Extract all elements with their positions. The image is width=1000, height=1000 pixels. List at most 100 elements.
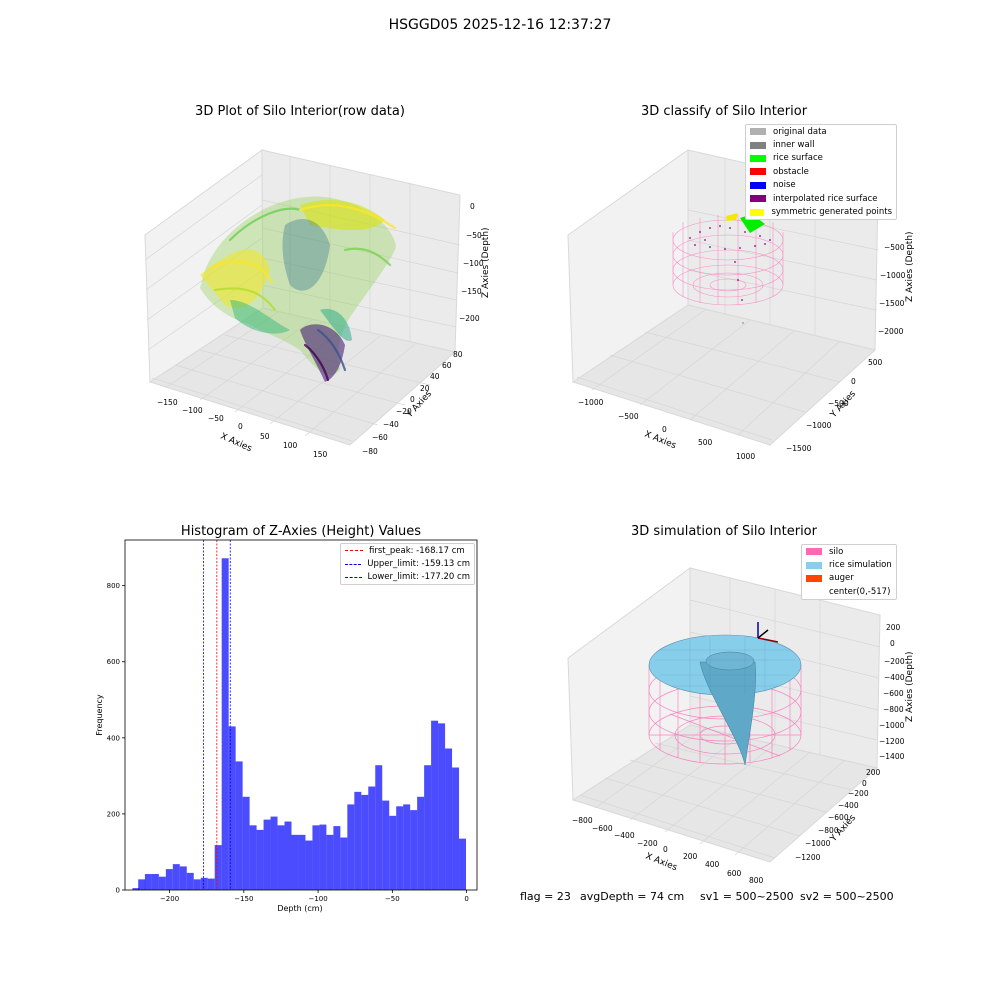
legend-label: original data — [773, 126, 827, 137]
histogram-frame — [124, 539, 478, 891]
histogram-bar — [396, 806, 404, 890]
legend-swatch — [750, 208, 765, 216]
histogram-xtick-label: −200 — [160, 895, 179, 903]
legend-label: symmetric generated points — [771, 207, 892, 218]
legend-entry: center(0,-517) — [802, 585, 896, 598]
legend-label: Lower_limit: -177.20 cm — [367, 572, 470, 583]
legend-entry: interpolated rice surface — [746, 192, 896, 205]
legend-line — [345, 563, 362, 565]
histogram-bar — [284, 821, 292, 890]
legend-entry: symmetric generated points — [746, 205, 896, 218]
legend-label: noise — [773, 180, 796, 191]
histogram-ylabel: Frequency — [95, 694, 104, 736]
histogram-bar — [375, 765, 383, 890]
histogram-bar — [179, 866, 187, 890]
histogram-title: Histogram of Z-Axies (Height) Values — [180, 524, 422, 539]
legend-swatch — [750, 181, 766, 189]
legend-entry: original data — [746, 125, 896, 138]
legend-label: center(0,-517) — [829, 586, 891, 597]
histogram-bar — [410, 810, 418, 890]
legend-entry: first_peak: -168.17 cm — [341, 544, 474, 557]
histogram-bar — [326, 834, 334, 890]
legend-swatch — [806, 548, 822, 556]
histogram-bar — [263, 819, 271, 890]
histogram-xtick-label: 0 — [464, 895, 468, 903]
histogram-bar — [340, 837, 348, 890]
legend-swatch — [750, 168, 766, 176]
histogram-ytick-label: 600 — [107, 658, 120, 666]
histogram-bar — [207, 878, 215, 890]
legend-swatch — [806, 574, 822, 582]
legend-line — [345, 550, 363, 552]
legend-swatch — [806, 561, 822, 569]
histogram-bar — [361, 794, 369, 890]
legend-label: rice surface — [773, 153, 823, 164]
histogram-bar — [368, 786, 376, 890]
histogram-bar — [312, 825, 320, 890]
legend-label: inner wall — [773, 140, 815, 151]
histogram-bar — [214, 845, 222, 890]
status-sv2: sv2 = 500~2500 — [800, 890, 894, 903]
legend-line — [345, 576, 362, 578]
histogram-ytick-label: 200 — [107, 810, 120, 818]
histogram-bar — [242, 796, 250, 890]
histogram-bar — [270, 816, 278, 890]
legend-entry: obstacle — [746, 165, 896, 178]
legend-swatch — [750, 195, 766, 203]
histogram-bar — [431, 720, 439, 890]
raw-panel-title: 3D Plot of Silo Interior(row data) — [195, 104, 405, 119]
histogram-bar — [235, 761, 243, 890]
histogram-bar — [228, 726, 236, 890]
histogram-xtick-label: −100 — [308, 895, 327, 903]
histogram-legend: first_peak: -168.17 cm Upper_limit: -159… — [340, 543, 475, 586]
histogram-bar — [138, 879, 146, 890]
legend-swatch — [806, 588, 822, 595]
histogram-bar — [298, 834, 306, 890]
histogram-bar — [333, 826, 341, 890]
legend-label: silo — [829, 546, 844, 557]
histogram-xtick-label: −150 — [234, 895, 253, 903]
histogram-bar — [172, 864, 180, 890]
simulation-panel-title: 3D simulation of Silo Interior — [631, 524, 817, 539]
figure-title: HSGGD05 2025-12-16 12:37:27 — [388, 17, 612, 33]
simulation-legend: silo rice simulation auger center(0,-517… — [801, 544, 897, 600]
classify-legend: original data inner wall rice surface ob… — [745, 124, 897, 220]
legend-label: auger — [829, 573, 854, 584]
histogram-bar — [132, 888, 140, 890]
histogram-ytick-label: 800 — [107, 582, 120, 590]
histogram-bar — [165, 869, 173, 890]
histogram-xlabel: Depth (cm) — [277, 904, 322, 913]
legend-entry: Upper_limit: -159.13 cm — [341, 557, 474, 570]
legend-swatch — [750, 154, 766, 162]
histogram-ytick-label: 400 — [107, 734, 120, 742]
histogram-bar — [382, 800, 390, 890]
histogram-bar — [424, 765, 432, 890]
legend-entry: auger — [802, 572, 896, 585]
legend-label: first_peak: -168.17 cm — [369, 545, 465, 556]
legend-entry: inner wall — [746, 138, 896, 151]
legend-swatch — [750, 141, 766, 149]
legend-label: interpolated rice surface — [773, 193, 878, 204]
legend-label: obstacle — [773, 166, 809, 177]
histogram-bar — [452, 767, 460, 890]
histogram-bar — [151, 874, 159, 890]
legend-entry: Lower_limit: -177.20 cm — [341, 571, 474, 584]
legend-swatch — [750, 128, 766, 136]
histogram-bar — [249, 825, 257, 890]
legend-entry: rice surface — [746, 152, 896, 165]
status-flag: flag = 23 — [520, 890, 571, 903]
histogram-bar — [347, 804, 355, 890]
histogram-bar — [193, 879, 201, 890]
histogram-bar — [221, 558, 229, 890]
histogram-bar — [354, 791, 362, 890]
legend-label: rice simulation — [829, 560, 892, 571]
histogram-xtick-label: −50 — [385, 895, 400, 903]
legend-entry: silo — [802, 545, 896, 558]
histogram-bar — [291, 834, 299, 890]
histogram-bar — [438, 723, 446, 890]
histogram-bar — [186, 872, 194, 890]
status-avg-depth: avgDepth = 74 cm — [580, 890, 685, 903]
histogram-bar — [389, 815, 397, 890]
histogram-bar — [417, 796, 425, 890]
